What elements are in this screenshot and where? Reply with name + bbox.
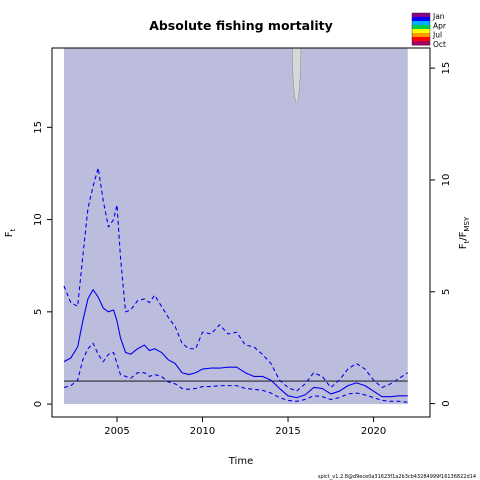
legend-color-swatch — [412, 37, 430, 42]
series-estimate-line — [63, 289, 408, 399]
y-axis-left-label: Ft — [4, 228, 17, 237]
y-left-tick-label-5: 5 — [33, 309, 44, 315]
plot-frame — [51, 47, 431, 418]
y-left-tick-label-0: 0 — [33, 401, 44, 407]
legend-color-swatch — [412, 25, 430, 30]
legend-color-swatch — [412, 29, 430, 34]
y-left-tick-label-15: 15 — [33, 121, 44, 134]
x-tick-label-2005: 2005 — [104, 426, 129, 437]
x-tick-label-2010: 2010 — [190, 426, 215, 437]
y-axis-left-label-sub: t — [9, 228, 17, 231]
y-right-tick-label-5: 5 — [441, 289, 452, 295]
credibility-band-layer — [63, 47, 408, 405]
x-tick-label-2015: 2015 — [275, 426, 300, 437]
legend-label-apr: Apr — [433, 21, 447, 30]
y-left-tick-label-10: 10 — [33, 213, 44, 226]
legend-color-swatch — [412, 13, 430, 18]
chart-title: Absolute fishing mortality — [149, 18, 333, 33]
y-right-tick-label-0: 0 — [441, 400, 452, 406]
series-upper-line — [63, 167, 409, 392]
legend-color-swatch — [412, 21, 430, 26]
y-axis-right-label-f: F — [458, 243, 469, 249]
credibility-band — [63, 48, 408, 405]
legend-frame — [411, 12, 431, 46]
x-axis-label: Time — [228, 456, 253, 467]
y-axis-right-label-msy: MSY — [463, 216, 471, 231]
legend-color-swatch — [412, 33, 430, 38]
y-right-tick-label-10: 10 — [441, 174, 452, 187]
legend-label-oct: Oct — [433, 40, 446, 49]
series-lines-layer — [63, 167, 409, 403]
y-right-tick-label-15: 15 — [441, 62, 452, 75]
footer-version: spict_v1.2.8@d9ece0a31623f1a2b3cb4328499… — [318, 474, 476, 480]
legend-color-swatch — [412, 41, 430, 46]
y-axis-right-label: Ft/FMSY — [458, 216, 471, 249]
band-notch — [292, 47, 302, 104]
y-axis-right-label-t: t — [463, 240, 471, 243]
x-tick-label-2020: 2020 — [361, 426, 386, 437]
legend-label-jan: Jan — [432, 12, 445, 21]
y-axis-right-label-slash-f: /F — [458, 231, 469, 240]
legend-color-swatch — [412, 17, 430, 22]
legend-label-jul: Jul — [432, 31, 442, 40]
y-axis-left-label-main: F — [4, 231, 15, 237]
axes-layer: 2005 2010 2015 2020 0 5 10 15 0 5 10 15 — [33, 62, 452, 437]
series-lower-line — [63, 342, 408, 403]
